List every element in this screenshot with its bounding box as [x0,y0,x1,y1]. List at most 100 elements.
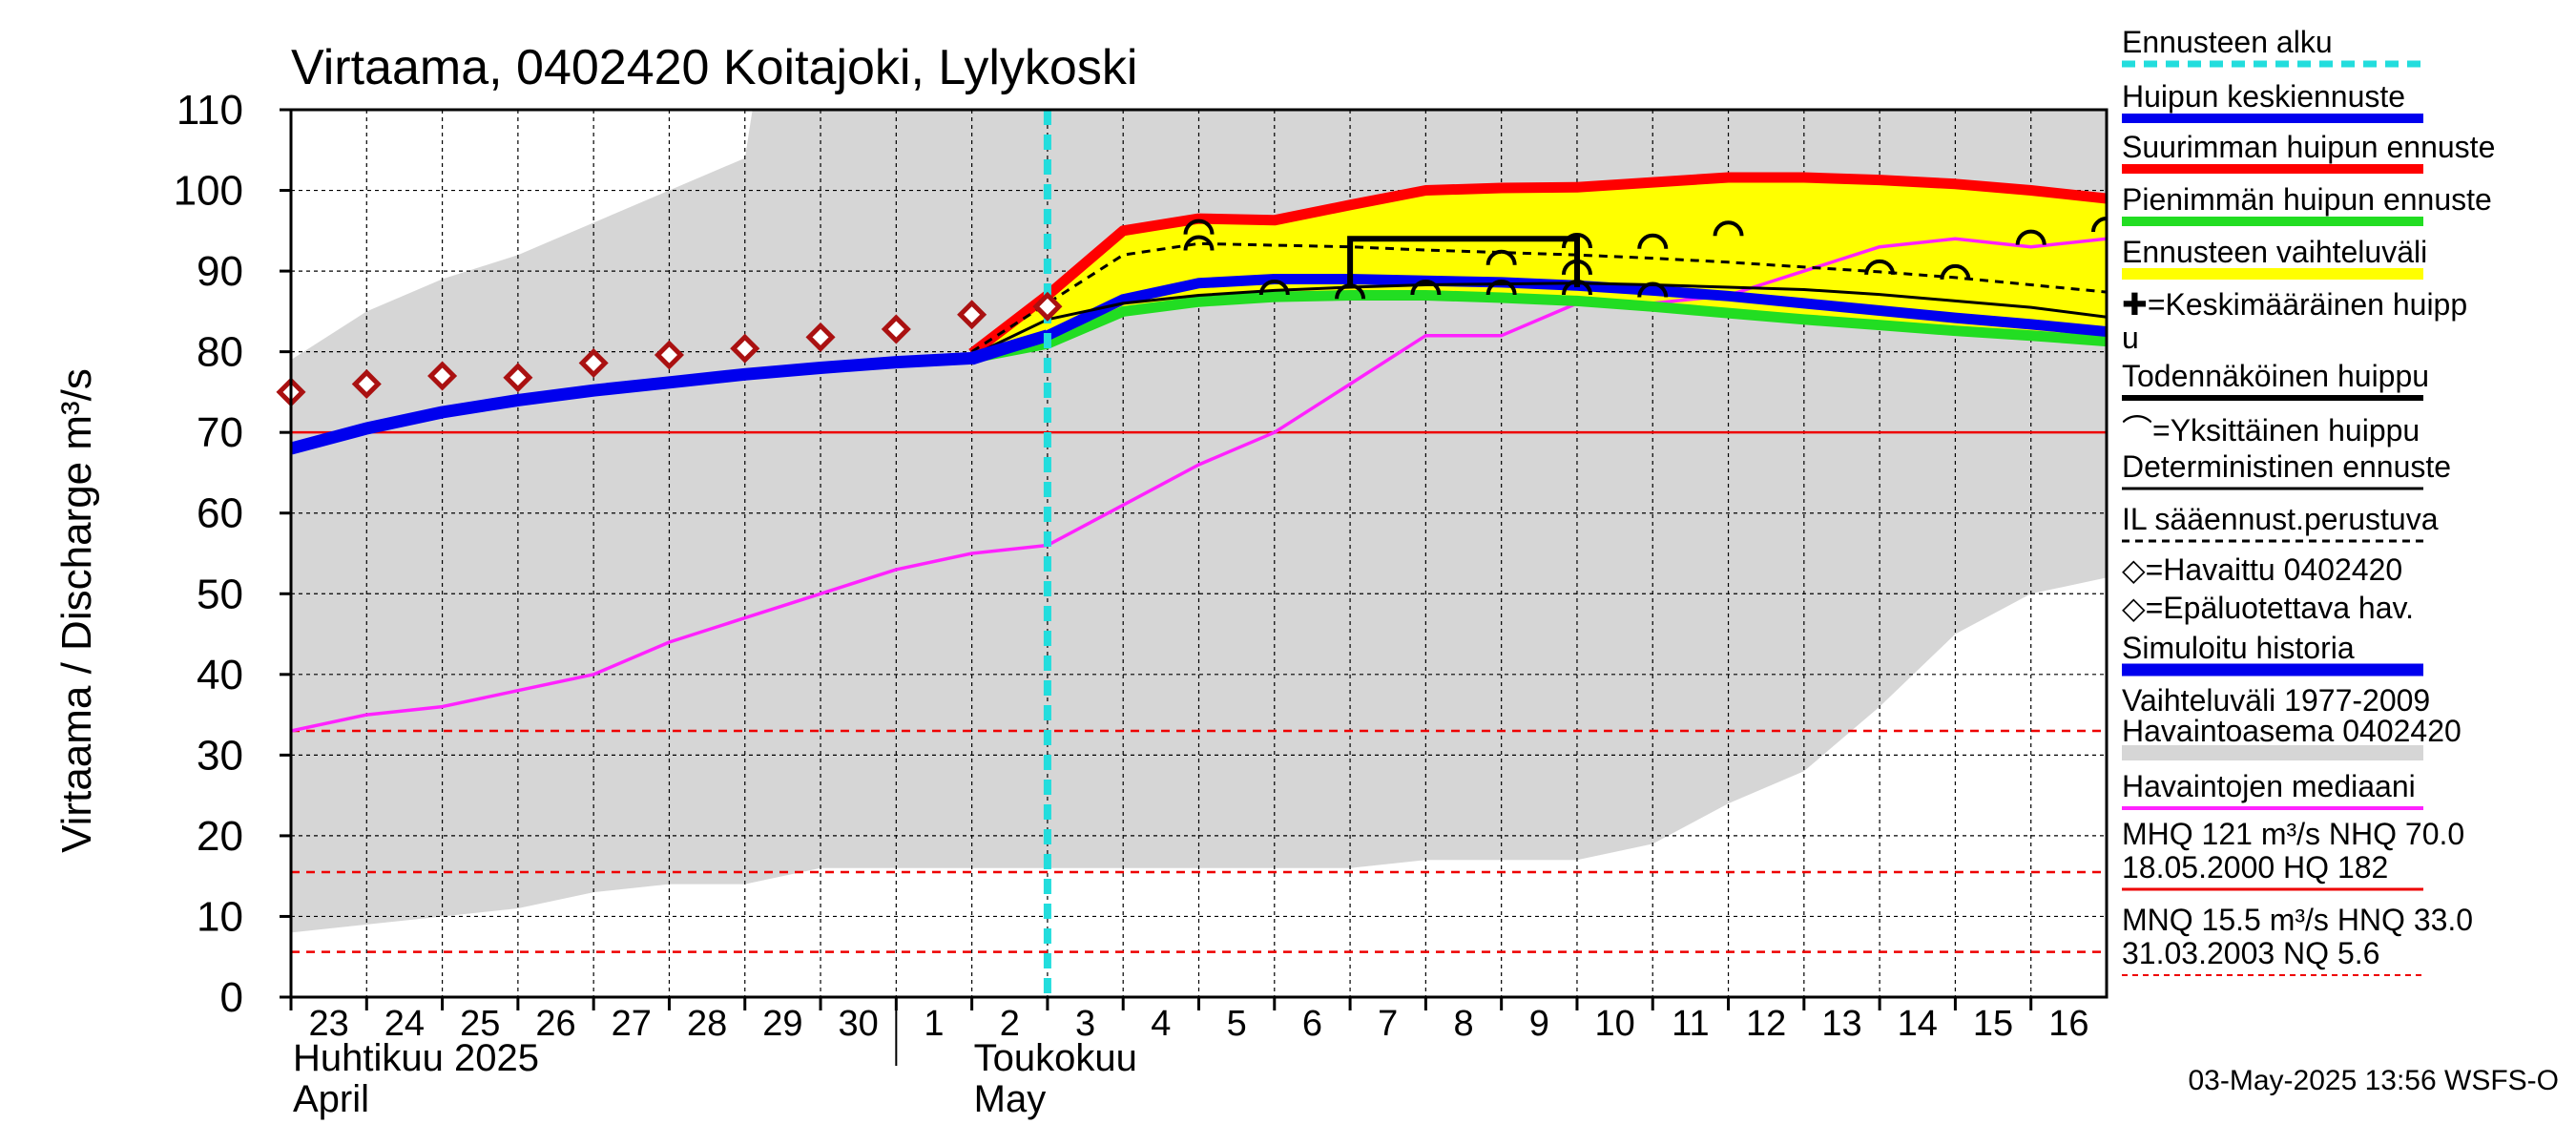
x-tick-label: 3 [1075,1004,1095,1044]
x-tick-label: 15 [1973,1004,2013,1044]
x-tick-label: 9 [1529,1004,1549,1044]
legend-item-label: IL sääennust.perustuva [2122,502,2439,536]
legend-item-label: Simuloitu historia [2122,631,2355,665]
individual-peak-marker [2091,217,2107,233]
y-tick-label: 100 [174,168,243,215]
legend-item-label: ◇=Havaittu 0402420 [2122,552,2402,587]
x-tick-label: 4 [1151,1004,1171,1044]
individual-peak-marker [1637,233,1669,249]
legend-item-label: Pienimmän huipun ennuste [2122,182,2492,217]
individual-peak-marker [1485,280,1517,296]
x-tick-label: 25 [460,1004,500,1044]
individual-peak-marker [1561,259,1592,276]
y-tick-label: 20 [197,813,243,860]
legend-item-label: MHQ 121 m³/s NHQ 70.0 [2122,817,2464,851]
unreliable-observation-marker [351,368,382,399]
legend-item-label: MNQ 15.5 m³/s HNQ 33.0 [2122,903,2473,937]
series-line-simulated [291,329,1049,455]
legend-item-label: Havaintoasema 0402420 [2122,714,2462,748]
y-tick-label: 0 [220,974,243,1021]
legend-item-label: Suurimman huipun ennuste [2122,130,2495,164]
legend-item-label: ⌒=Yksittäinen huippu [2122,413,2420,448]
legend-item-label: Deterministinen ennuste [2122,449,2451,484]
individual-peak-marker [1335,283,1366,300]
series-line-median [291,237,2107,733]
plot-area [276,110,2107,997]
legend-item-label: Ennusteen alku [2122,25,2333,59]
x-tick-label: 10 [1594,1004,1634,1044]
history-range-band [291,110,2107,933]
unreliable-observation-marker [427,361,458,391]
individual-peak-marker [1864,259,1896,276]
individual-peak-marker [1183,235,1215,251]
unreliable-observation-marker [881,314,911,344]
legend-item-label: Havaintojen mediaani [2122,769,2416,803]
x-tick-label: 26 [535,1004,575,1044]
unreliable-observation-marker [730,333,760,364]
legend-item-label: Vaihteluväli 1977-2009 [2122,683,2430,718]
unreliable-observation-marker [654,340,684,370]
series-line-il [970,241,2107,353]
unreliable-observation-marker [1032,291,1063,322]
x-tick-label: 28 [687,1004,727,1044]
x-tick-label: 7 [1378,1004,1398,1044]
legend-item-label: u [2122,321,2139,355]
series-line-deterministic [970,281,2107,358]
individual-peak-marker [1258,280,1290,296]
legend-item-label: 18.05.2000 HQ 182 [2122,850,2388,885]
timestamp-footer: 03-May-2025 13:56 WSFS-O [2189,1065,2560,1096]
x-tick-label: 2 [1000,1004,1020,1044]
y-tick-label: 90 [197,248,243,295]
legend-item-label: ✚=Keskimääräinen huipp [2122,287,2467,322]
legend-item-label: Huipun keskiennuste [2122,79,2405,114]
x-tick-label: 1 [924,1004,944,1044]
y-tick-label: 30 [197,732,243,779]
y-tick-label: 50 [197,571,243,617]
individual-peak-marker [2015,229,2046,245]
legend: Ennusteen alku Huipun keskiennuste Suurimm… [2122,25,2495,976]
x-tick-label: 14 [1898,1004,1938,1044]
individual-peak-marker [1637,281,1669,298]
individual-peak-marker [1713,220,1744,237]
x-tick-label: 23 [309,1004,349,1044]
x-tick-label: 8 [1453,1004,1473,1044]
y-tick-label: 80 [197,329,243,376]
y-axis-label: Virtaama / Discharge m³/s [53,368,100,853]
x-tick-label: 29 [762,1004,802,1044]
legend-item-label: ◇=Epäluotettava hav. [2122,591,2414,625]
legend-item-label: Todennäköinen huippu [2122,359,2429,393]
x-tick-label: 27 [612,1004,652,1044]
unreliable-observation-marker [503,363,533,393]
unreliable-observation-marker [957,300,987,330]
unreliable-observation-marker [805,322,836,352]
individual-peak-marker [1561,233,1592,249]
y-tick-label: 40 [197,652,243,698]
x-tick-label: 13 [1821,1004,1861,1044]
y-tick-label: 70 [197,409,243,456]
individual-peak-marker [1940,264,1971,281]
x-tick-label: 30 [839,1004,879,1044]
unreliable-observation-marker [578,347,609,379]
y-tick-label: 10 [197,893,243,940]
x-tick-label: 24 [384,1004,425,1044]
individual-peak-marker [1485,249,1517,265]
month-label-english: May [974,1078,1047,1120]
x-tick-label: 12 [1746,1004,1786,1044]
month-label-english: April [293,1078,369,1120]
plot-content [291,110,2107,997]
legend-item-label: 31.03.2003 NQ 5.6 [2122,936,2379,970]
legend-item-label: Ennusteen vaihteluväli [2122,235,2427,269]
x-tick-label: 5 [1227,1004,1247,1044]
month-label: Huhtikuu 2025 [293,1037,539,1079]
y-tick-label: 110 [177,87,243,134]
series-line-max [968,172,2107,358]
series-line-min [970,290,2107,364]
x-tick-label: 11 [1672,1004,1709,1044]
x-tick-label: 16 [2048,1004,2088,1044]
individual-peak-marker [1183,219,1215,235]
month-label: Toukokuu [974,1037,1137,1079]
x-tick-label: 6 [1302,1004,1322,1044]
individual-peak-marker [1410,280,1442,296]
